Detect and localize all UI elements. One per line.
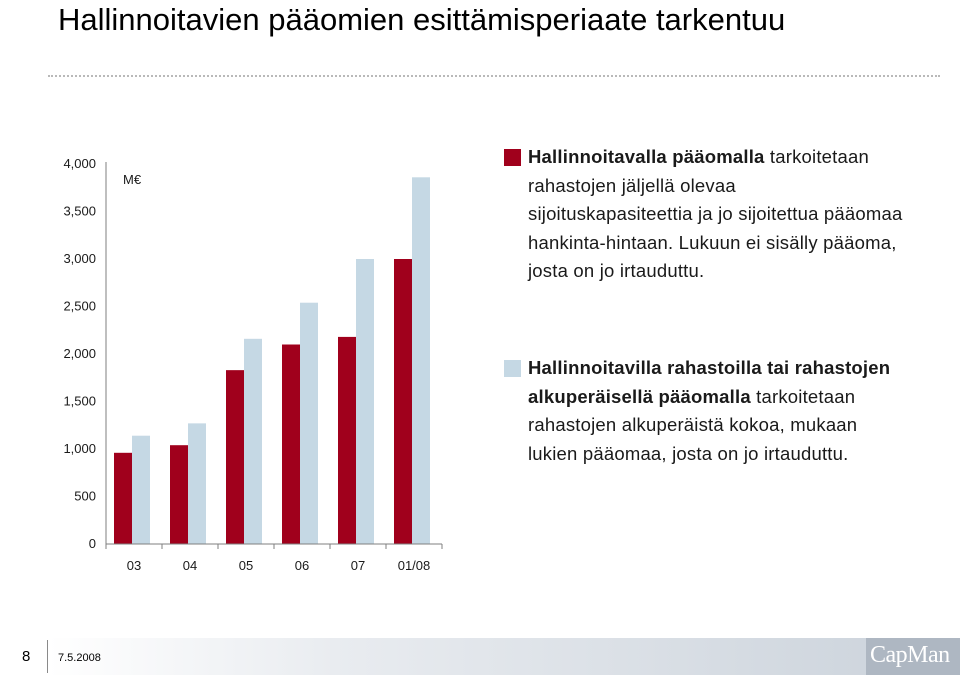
footer-date: 7.5.2008 [58,652,101,664]
x-tick-label: 07 [351,558,365,573]
legend-item-managed-capital: Hallinnoitavalla pääomalla tarkoitetaan … [504,143,904,286]
footer-separator [47,640,48,673]
bar-managed-capital [114,452,132,544]
y-tick-label: 1,000 [63,441,96,456]
x-tick-label: 05 [239,558,253,573]
legend-item-fund-original-capital: Hallinnoitavilla rahastoilla tai rahasto… [504,354,904,468]
bar-managed-capital [338,336,356,544]
logo-background [866,638,960,675]
legend-1-bold: Hallinnoitavalla pääomalla [528,146,765,167]
capman-logo: CapMan [870,642,950,668]
bar-fund-original-capital [188,423,206,544]
bar-managed-capital [394,259,412,544]
y-tick-label: 1,500 [63,394,96,409]
y-tick-label: 0 [89,536,96,551]
y-tick-label: 4,000 [63,156,96,171]
x-tick-label: 06 [295,558,309,573]
y-tick-label: 3,500 [63,204,96,219]
legend-1-text: tarkoitetaan rahastojen jäljellä olevaa … [528,146,903,281]
page-number: 8 [22,648,31,665]
bar-fund-original-capital [412,177,430,545]
unit-label: M€ [123,172,142,187]
bar-fund-original-capital [300,302,318,544]
title-divider [48,75,940,77]
y-tick-label: 500 [74,489,96,504]
bar-managed-capital [282,344,300,544]
bar-fund-original-capital [132,435,150,544]
x-tick-label: 04 [183,558,197,573]
legend-2-text: tarkoitetaan rahastojen alkuperäistä kok… [528,385,858,464]
footer: 8 7.5.2008 CapMan [0,638,960,675]
legend-swatch-blue [504,360,521,377]
legend-swatch-red [504,149,521,166]
page-title: Hallinnoitavien pääomien esittämisperiaa… [58,2,786,37]
footer-band [48,638,866,675]
legend-2-bold: Hallinnoitavilla rahastoilla tai rahasto… [528,357,891,407]
x-tick-label: 01/08 [398,558,431,573]
bar-chart: 0 500 1,000 1,500 2,000 2,500 3,000 3,500 4,000 M… [63,156,443,573]
bar-fund-original-capital [244,338,262,544]
bar-fund-original-capital [356,259,374,544]
bar-managed-capital [170,445,188,544]
y-tick-label: 3,000 [63,251,96,266]
bar-managed-capital [226,370,244,544]
y-tick-label: 2,500 [63,299,96,314]
x-tick-label: 03 [127,558,141,573]
y-tick-label: 2,000 [63,346,96,361]
